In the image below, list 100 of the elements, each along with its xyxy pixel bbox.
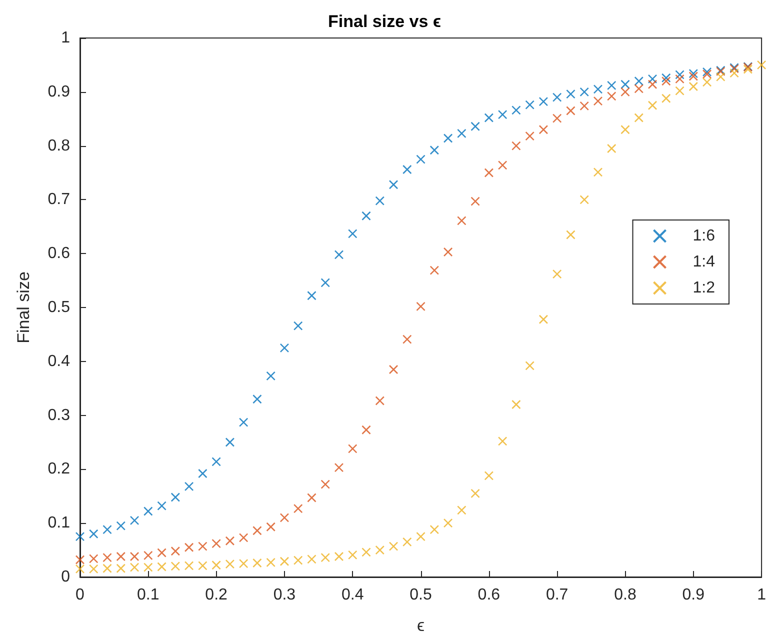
point	[648, 100, 658, 110]
point	[212, 538, 221, 548]
point	[525, 131, 534, 141]
point	[388, 542, 398, 551]
point	[375, 396, 385, 406]
point	[512, 106, 521, 115]
point	[320, 552, 330, 562]
point	[144, 506, 153, 516]
point	[130, 562, 140, 572]
point	[593, 84, 603, 94]
point	[75, 564, 85, 574]
y-axis-title: Final size	[14, 272, 33, 344]
point	[307, 554, 316, 564]
point	[170, 562, 180, 571]
point	[416, 532, 426, 542]
point	[116, 552, 126, 562]
point	[538, 96, 548, 106]
point	[484, 113, 494, 122]
point	[348, 229, 358, 238]
point	[280, 556, 290, 566]
point	[566, 106, 576, 116]
point	[130, 552, 140, 562]
x-tick-label: 0.1	[137, 586, 160, 604]
y-tick-label: 0.3	[48, 406, 70, 424]
x-tick-label: 0.7	[546, 586, 568, 604]
point	[512, 141, 521, 150]
point	[320, 480, 330, 489]
point	[198, 468, 208, 478]
point	[388, 180, 398, 190]
point	[334, 250, 344, 260]
point	[552, 92, 562, 102]
point	[88, 554, 98, 564]
point	[348, 550, 358, 560]
point	[266, 522, 276, 532]
point	[620, 80, 630, 90]
point	[252, 558, 262, 568]
point	[661, 94, 671, 104]
point	[443, 134, 453, 143]
point	[470, 488, 480, 498]
y-tick-label: 0.6	[48, 245, 70, 262]
point	[157, 562, 166, 572]
point	[212, 457, 221, 466]
point	[334, 552, 344, 562]
point	[266, 371, 276, 381]
y-tick-label: 0.7	[48, 191, 70, 208]
point	[634, 113, 644, 122]
point	[443, 247, 453, 257]
point	[606, 144, 616, 154]
point	[498, 110, 508, 120]
point	[184, 542, 194, 552]
point	[266, 558, 276, 568]
point	[675, 86, 684, 96]
point	[225, 438, 235, 447]
point	[402, 164, 412, 174]
point	[648, 74, 658, 84]
point	[470, 196, 480, 206]
point	[293, 321, 303, 330]
legend-label: 1:2	[692, 280, 716, 296]
y-tick-label: 0.5	[48, 299, 70, 316]
point	[307, 290, 316, 300]
point	[252, 394, 262, 404]
point	[552, 269, 562, 279]
point	[566, 230, 576, 240]
point	[525, 361, 534, 370]
point	[580, 101, 589, 111]
point	[634, 84, 644, 94]
point	[375, 545, 385, 555]
point	[102, 524, 112, 534]
point	[620, 87, 630, 97]
point	[88, 529, 98, 539]
point	[552, 114, 562, 123]
point	[362, 425, 371, 435]
y-tick-label: 0.4	[48, 352, 70, 370]
x-tick-label: 1	[757, 586, 766, 604]
point	[512, 400, 521, 410]
point	[566, 89, 576, 99]
point	[293, 556, 303, 565]
point	[675, 70, 684, 80]
point	[362, 211, 371, 221]
y-tick-label: 0.2	[48, 460, 70, 478]
point	[498, 436, 508, 446]
point	[388, 364, 398, 374]
point	[225, 536, 235, 546]
point	[144, 562, 153, 572]
point	[198, 542, 208, 551]
point	[238, 558, 248, 568]
point	[606, 80, 616, 90]
legend-label: 1:4	[692, 254, 716, 270]
point	[157, 548, 166, 558]
point	[606, 92, 616, 101]
point	[661, 76, 671, 86]
point	[157, 501, 166, 510]
y-tick-label: 0.1	[48, 514, 70, 532]
x-tick-label: 0.6	[478, 586, 500, 604]
y-tick-label: 0.8	[48, 137, 70, 154]
point	[280, 343, 290, 353]
point	[756, 60, 766, 70]
point	[238, 418, 248, 427]
point	[593, 96, 603, 106]
y-tick-label: 0	[61, 568, 70, 586]
